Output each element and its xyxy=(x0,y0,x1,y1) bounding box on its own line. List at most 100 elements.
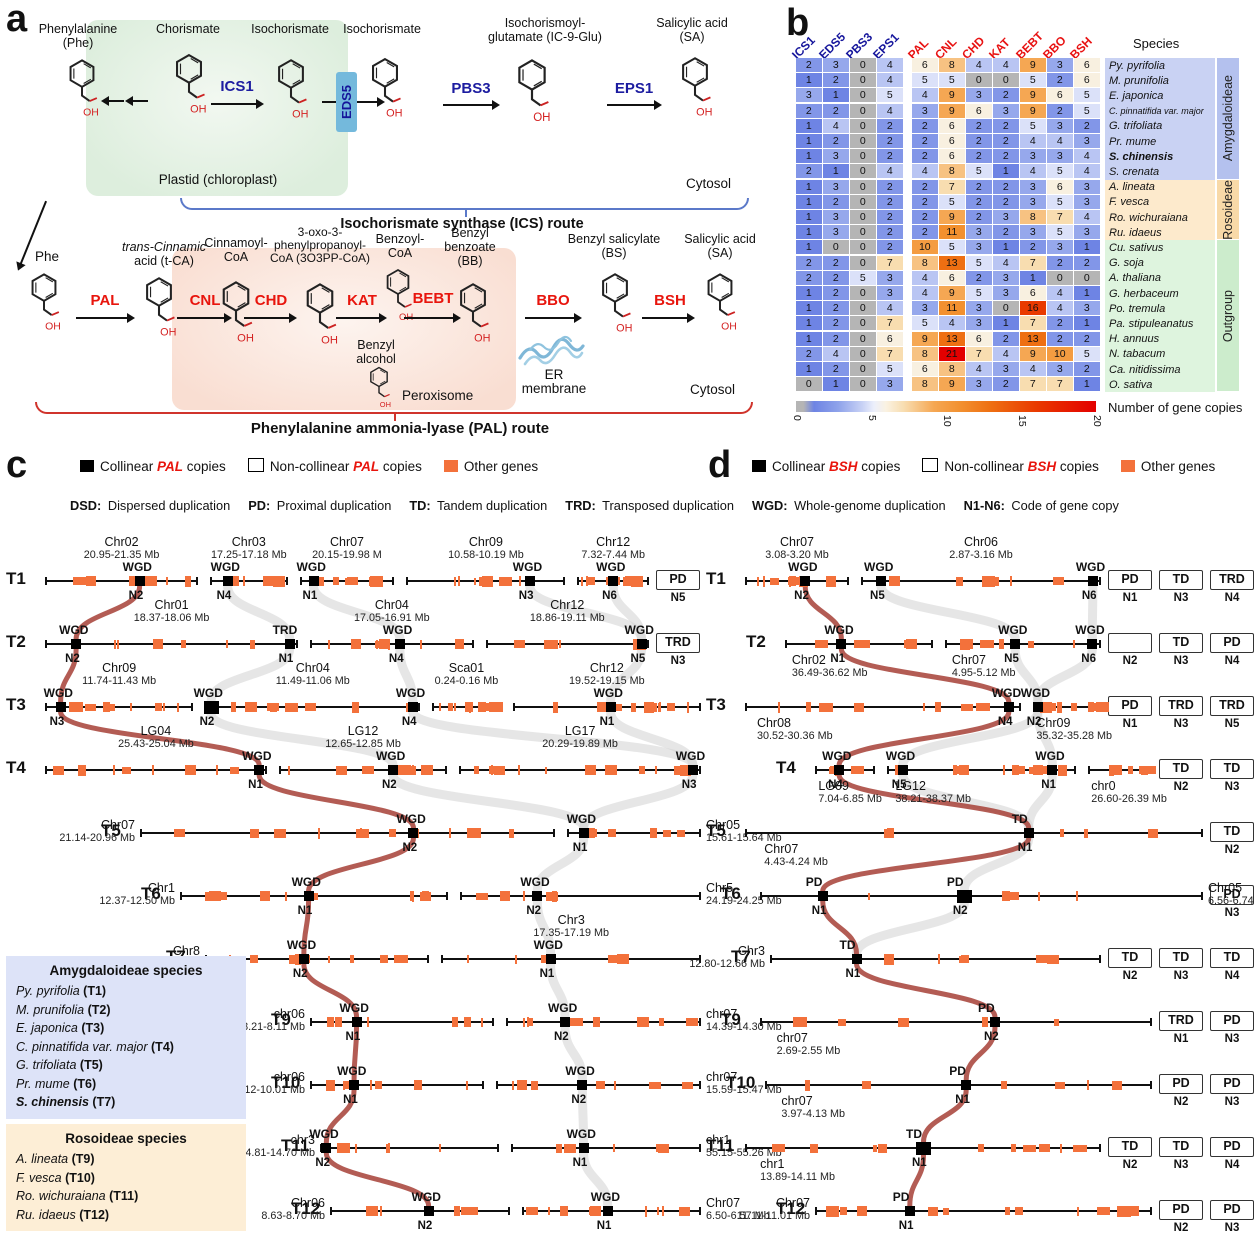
gene-copy-code: N5 xyxy=(1004,653,1019,665)
gene-block xyxy=(637,1017,650,1028)
duplication-box: PD xyxy=(656,570,700,590)
heatmap-cell: 1 xyxy=(823,164,849,179)
group-band: Outgroup xyxy=(1217,240,1239,392)
track-label: T4 xyxy=(776,758,796,777)
compound-benzyl-benzoate: Benzyl benzoate (BB) xyxy=(444,226,496,268)
chromosome-label: LG09 7.04-6.85 Mb xyxy=(818,780,882,806)
chromosome-segment: WGD N4 Chr04 17.05-16.91 Mb xyxy=(310,599,475,666)
synteny-ribbon-gray xyxy=(206,647,295,703)
heatmap-cell: 9 xyxy=(939,210,965,224)
synteny-ribbon-red xyxy=(836,774,1032,829)
duplication-box xyxy=(1108,633,1152,653)
gene-block xyxy=(494,765,505,775)
gene-block xyxy=(369,1080,372,1091)
gene-block xyxy=(379,1206,382,1217)
gene-block xyxy=(522,1017,525,1027)
heatmap-cell: 1 xyxy=(796,240,822,255)
molecule-structure xyxy=(362,56,408,122)
chromosome-name: Chr04 xyxy=(295,661,330,675)
gene-block xyxy=(413,1080,423,1091)
chromosome-range: 20.15-19.98 M xyxy=(312,549,382,561)
collinear-copy-mark xyxy=(961,1080,972,1090)
heatmap-cell: 5 xyxy=(966,255,992,270)
heatmap-cell: 2 xyxy=(823,331,849,346)
heatmap-cell: 0 xyxy=(850,118,876,133)
duplication-type-label: TRD xyxy=(272,623,298,637)
gene-block xyxy=(380,955,388,963)
heatmap-cell: 2 xyxy=(993,377,1019,392)
gene-block xyxy=(1077,1206,1080,1216)
species-box-item: Pr. mume (T6) xyxy=(16,1076,97,1091)
gene-block xyxy=(527,1016,530,1028)
legend-item: Other genes xyxy=(443,459,538,474)
heatmap-cell: 3 xyxy=(993,286,1019,300)
duplication-type-label: WGD xyxy=(998,623,1028,637)
heatmap-cell: 10 xyxy=(912,240,938,255)
heatmap-cell: 9 xyxy=(1020,58,1046,72)
chromosome-label: chr3 14.81-14.70 Mb xyxy=(239,1134,315,1160)
gene-block xyxy=(112,765,115,776)
collinear-copy-mark xyxy=(956,890,972,903)
gene-block xyxy=(994,576,999,586)
heatmap-cell: 4 xyxy=(966,362,992,376)
track-label: T10 xyxy=(726,1073,756,1092)
track-label: T9 xyxy=(271,1010,291,1029)
track-label: T12 xyxy=(291,1199,321,1218)
gene-block xyxy=(1028,766,1039,774)
gene-copy-code: N3 xyxy=(1173,970,1189,982)
gene-block xyxy=(1060,1143,1063,1153)
heatmap-cell: 2 xyxy=(877,118,903,133)
noncollinear-copy: N2 xyxy=(1108,633,1152,667)
heatmap-cell: 2 xyxy=(796,164,822,179)
duplication-type-label: WGD xyxy=(382,623,413,637)
duplication-type-label: WGD xyxy=(520,875,550,889)
chromosome-label: Chr3 12.80-12.66 Mb xyxy=(689,945,765,971)
gene-copy-code: N4 xyxy=(1224,655,1240,667)
duplication-box: TD xyxy=(1159,570,1203,590)
gene-block xyxy=(661,1206,664,1217)
collinear-copy-mark xyxy=(545,954,556,964)
chromosome-label: Chr04 17.05-16.91 Mb xyxy=(311,599,472,625)
chromosome-name: chr1 xyxy=(760,1157,785,1171)
gene-block xyxy=(284,891,287,901)
track-label: T10 xyxy=(271,1073,301,1092)
chromosome-name: Chr06 xyxy=(963,535,999,549)
chromosome-range: 11.74-11.43 Mb xyxy=(82,675,157,687)
synteny-ribbon-red xyxy=(58,648,79,703)
group-band-label: Rosoideae xyxy=(1221,179,1235,240)
heatmap-cell: 0 xyxy=(850,58,876,72)
gene-block xyxy=(516,1080,527,1091)
noncollinear-copy: TD N4 xyxy=(1210,948,1254,982)
chromosome-name: chr0 xyxy=(1091,779,1116,793)
duplication-box: TRD xyxy=(1210,570,1254,590)
heatmap-cell: 5 xyxy=(1074,88,1100,103)
gene-block xyxy=(552,701,559,713)
gene-block xyxy=(772,1144,785,1152)
gene-copy-code: N2 xyxy=(794,590,809,602)
chromosome-range: 2.87-3.16 Mb xyxy=(949,549,1013,561)
duplication-box: TD xyxy=(1159,1137,1203,1157)
collinear-copy-mark xyxy=(532,891,543,901)
duplication-box: TD xyxy=(1210,948,1254,968)
synteny-ribbon-gray xyxy=(579,773,698,830)
gene-copy-code: N2 xyxy=(65,653,80,665)
heatmap-cell: 9 xyxy=(1020,88,1046,103)
heatmap-cell: 1 xyxy=(796,362,822,376)
heatmap-cell: 5 xyxy=(1047,164,1073,179)
gene-block xyxy=(922,702,925,712)
synteny-track: T6 WGD N1 Chr1 12.37-12.50 Mb WGD N2 Chr5 24.19-… xyxy=(6,855,781,918)
chromosome-segment: WGD N6 Chr12 7.32-7.44 Mb xyxy=(577,536,649,603)
synteny-ribbon-gray xyxy=(1024,774,1057,829)
collinear-copy-mark xyxy=(851,954,862,964)
chromosome-line xyxy=(886,765,1076,776)
rosoideae-species-box: Rosoideae species A. lineata (T9) F. vesca… xyxy=(6,1124,246,1231)
molecule-structure xyxy=(672,56,718,120)
species-label: C. pinnatifida var. major xyxy=(1105,103,1215,119)
chromosome-range: 17.35-17.19 Mb xyxy=(533,927,610,939)
chromosome-line xyxy=(44,702,194,713)
gene-block xyxy=(154,703,163,712)
gene-block xyxy=(659,702,662,712)
duplication-type-label: TD xyxy=(1011,812,1028,826)
noncollinear-boxes: TD N2 TD N3 xyxy=(1159,729,1254,793)
heatmap-cell: 1 xyxy=(796,134,822,148)
